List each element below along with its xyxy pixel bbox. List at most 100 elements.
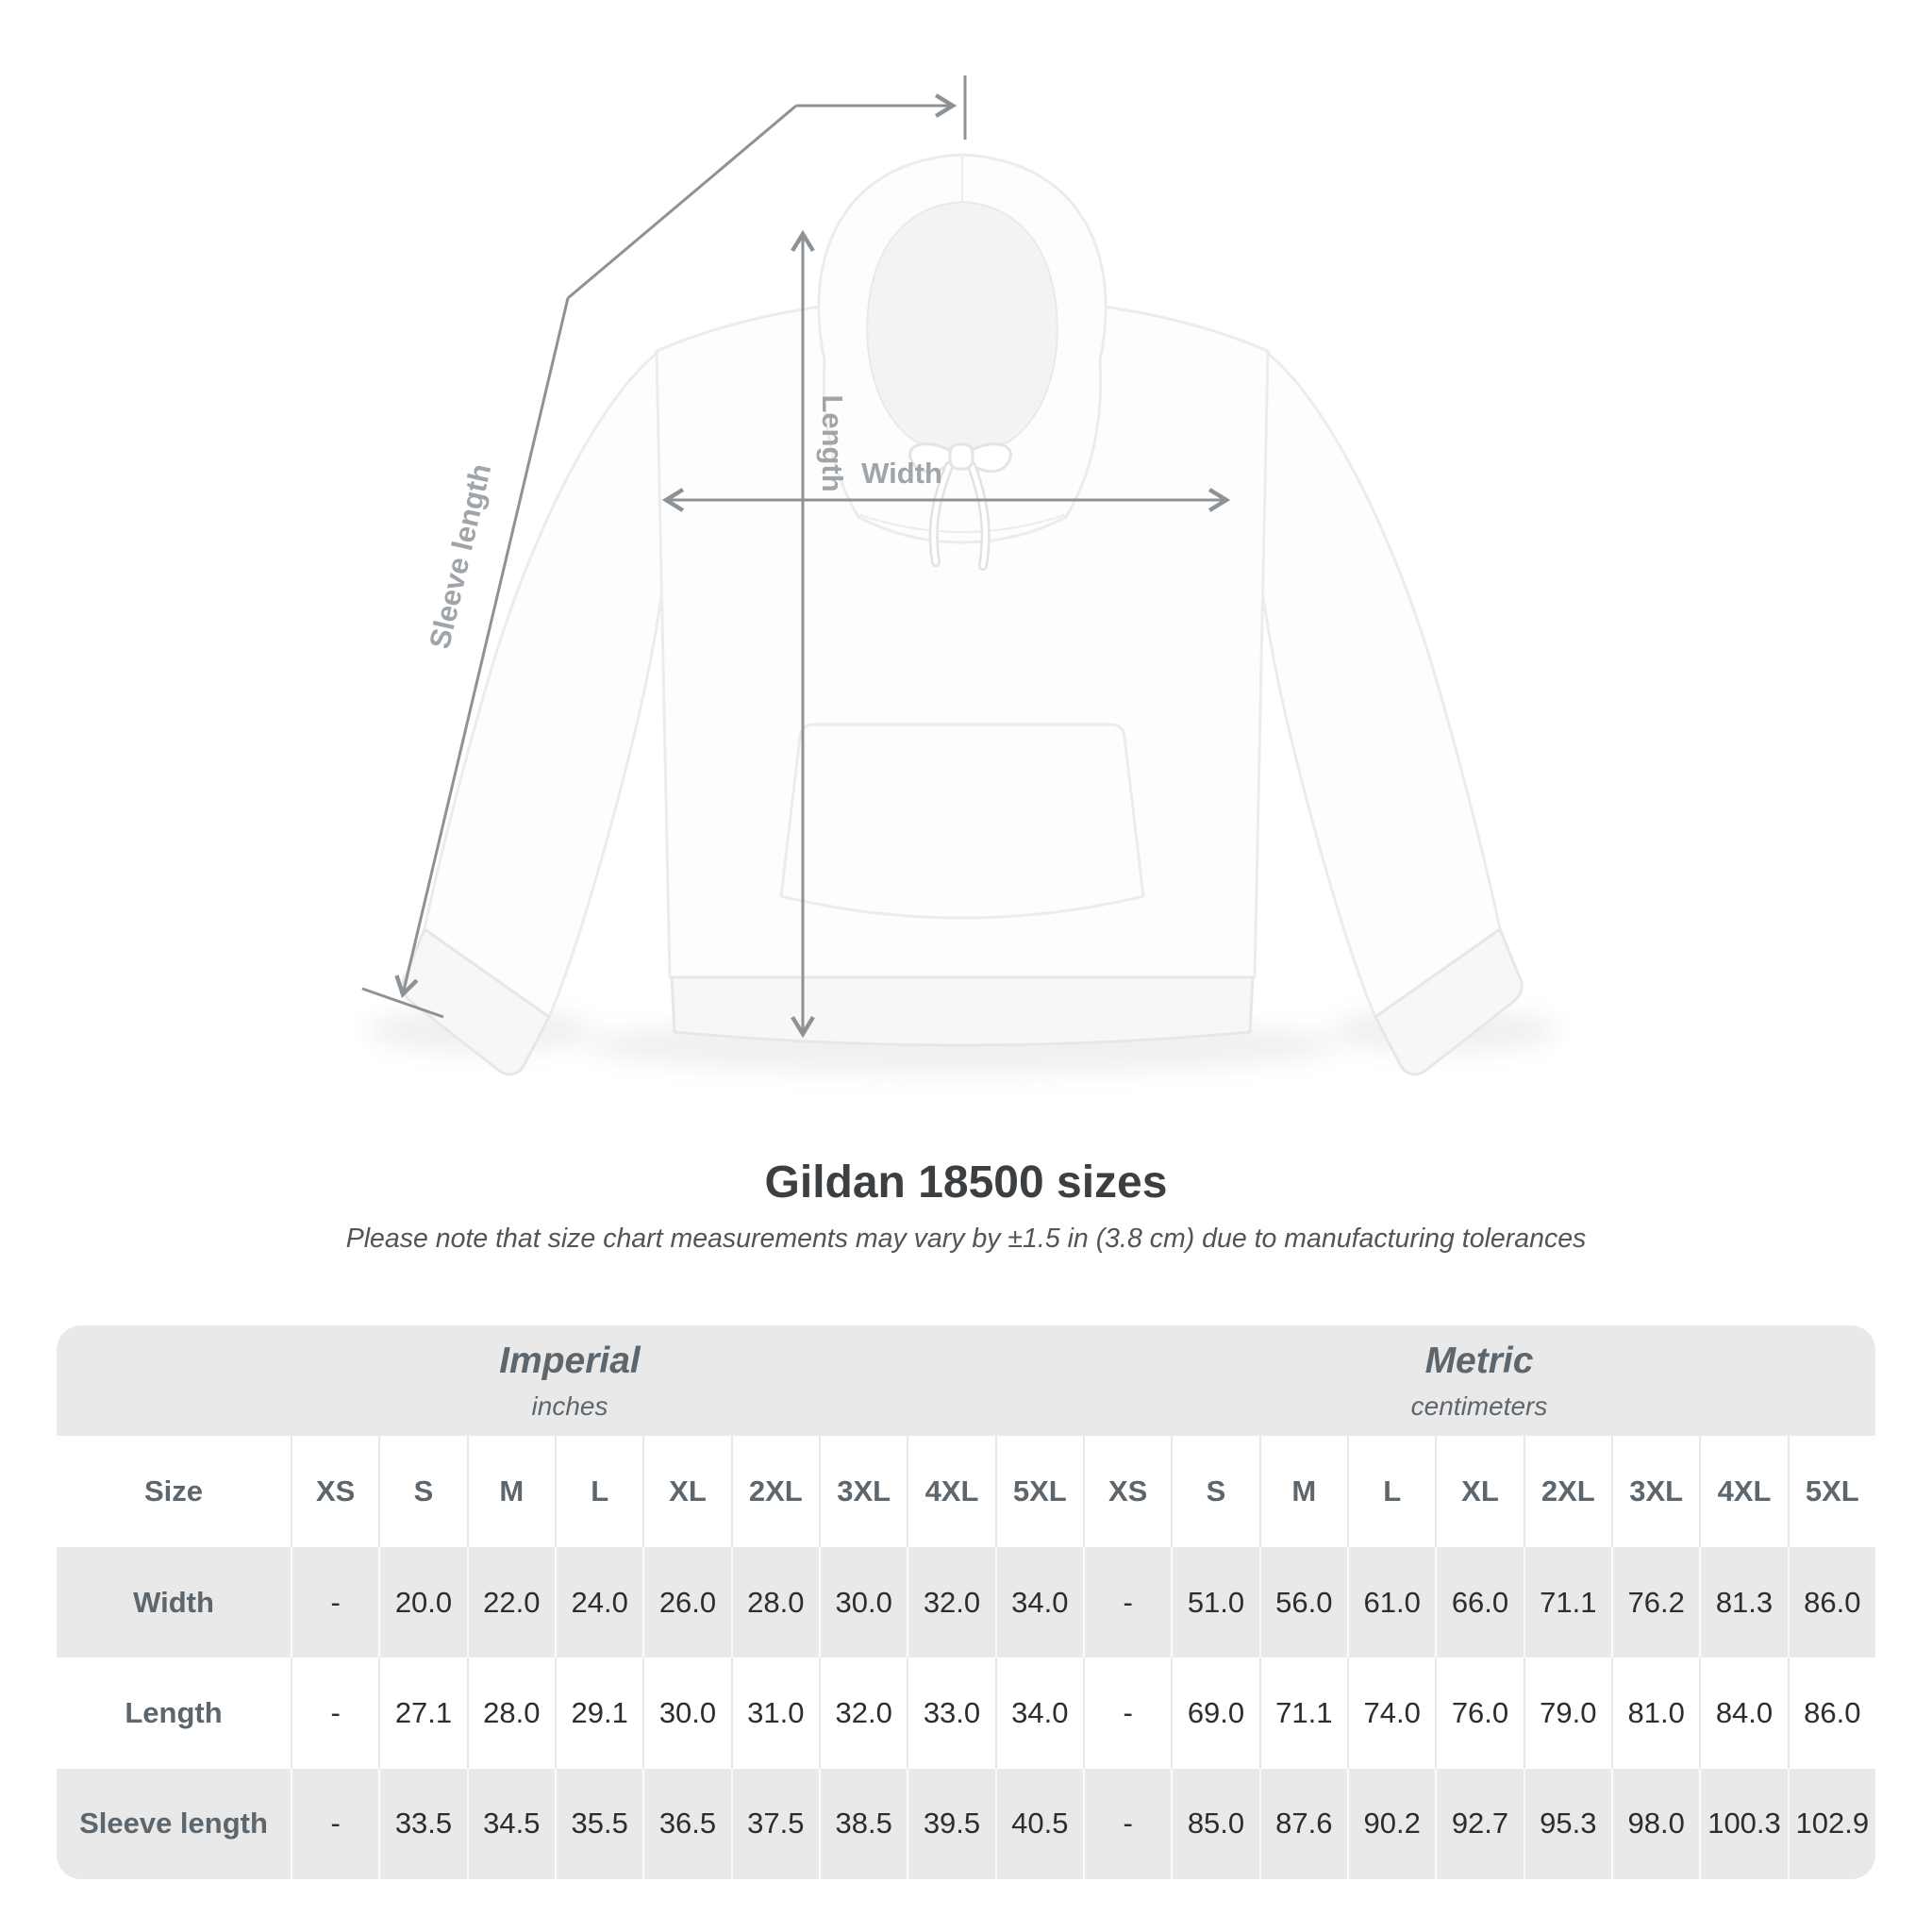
size-header-XL-metric: XL (1435, 1436, 1523, 1547)
size-header-XS-metric: XS (1083, 1436, 1171, 1547)
value-metric-S: 51.0 (1171, 1546, 1258, 1658)
value-metric-2XL: 71.1 (1523, 1546, 1611, 1658)
neckline-seam (859, 514, 1065, 533)
value-metric-S: 85.0 (1171, 1768, 1258, 1879)
right-sleeve (1249, 347, 1502, 1019)
value-metric-3XL: 76.2 (1611, 1546, 1699, 1658)
value-imperial-XS: - (291, 1546, 378, 1658)
size-header-L-imperial: L (555, 1436, 642, 1547)
value-imperial-2XL: 31.0 (730, 1657, 819, 1769)
value-imperial-XS: - (291, 1657, 378, 1769)
size-header-2XL-imperial: 2XL (730, 1436, 819, 1547)
size-header-L-metric: L (1347, 1436, 1435, 1547)
row-label: Sleeve length (79, 1807, 268, 1840)
value-metric-XL: 76.0 (1435, 1657, 1523, 1769)
hood-opening (866, 200, 1058, 451)
value-imperial-5XL: 34.0 (994, 1657, 1083, 1769)
size-header-S-metric: S (1171, 1436, 1258, 1547)
measurement-row-width: Width -20.0 22.0 24.0 26.0 28.0 30.0 32.0 34.0-5… (57, 1546, 1875, 1658)
size-header-2XL-metric: 2XL (1523, 1436, 1611, 1547)
value-metric-5XL: 86.0 (1787, 1546, 1875, 1658)
tolerance-note: Please note that size chart measurements… (345, 1224, 1587, 1254)
length-label: Length (816, 394, 849, 491)
size-header-4XL-metric: 4XL (1699, 1436, 1787, 1547)
size-header-S-imperial: S (378, 1436, 466, 1547)
size-header-XL-imperial: XL (642, 1436, 730, 1547)
value-metric-4XL: 100.3 (1699, 1768, 1787, 1879)
value-metric-L: 90.2 (1347, 1768, 1435, 1879)
size-chart-table: Imperial inches Metric centimeters Size XS S M L… (57, 1325, 1875, 1879)
value-imperial-2XL: 37.5 (730, 1768, 819, 1879)
value-imperial-S: 33.5 (378, 1768, 466, 1879)
value-metric-XL: 92.7 (1435, 1768, 1523, 1879)
size-header-3XL-imperial: 3XL (819, 1436, 907, 1547)
value-metric-5XL: 86.0 (1787, 1657, 1875, 1769)
value-metric-XS: - (1083, 1768, 1171, 1879)
value-imperial-5XL: 34.0 (994, 1546, 1083, 1658)
size-header-4XL-imperial: 4XL (907, 1436, 994, 1547)
width-measurement: Width (661, 457, 1231, 512)
value-imperial-M: 34.5 (466, 1768, 555, 1879)
value-imperial-5XL: 40.5 (994, 1768, 1083, 1879)
measurement-row-sleeve-length: Sleeve length -33.5 34.5 35.5 36.5 37.5 38.5 39… (57, 1768, 1875, 1879)
value-imperial-L: 29.1 (555, 1657, 642, 1769)
value-imperial-XL: 36.5 (642, 1768, 730, 1879)
unit-group-name: Imperial (499, 1340, 641, 1381)
width-label: Width (861, 457, 942, 490)
drawstring-knot (948, 442, 974, 471)
size-header-5XL-metric: 5XL (1787, 1436, 1875, 1547)
value-imperial-3XL: 38.5 (819, 1768, 907, 1879)
value-imperial-M: 22.0 (466, 1546, 555, 1658)
unit-band-row: Imperial inches Metric centimeters (57, 1325, 1875, 1437)
size-header-M-metric: M (1258, 1436, 1347, 1547)
value-metric-M: 56.0 (1258, 1546, 1347, 1658)
value-imperial-S: 20.0 (378, 1546, 466, 1658)
value-imperial-4XL: 32.0 (907, 1546, 994, 1658)
sleeve-bottom-tick (361, 987, 444, 1019)
left-sleeve (423, 347, 675, 1019)
hem-band (670, 975, 1255, 1047)
value-imperial-L: 35.5 (555, 1768, 642, 1879)
value-imperial-XL: 30.0 (642, 1657, 730, 1769)
unit-group-imperial: Imperial inches (57, 1325, 1083, 1436)
measurement-row-length: Length -27.1 28.0 29.1 30.0 31.0 32.0 33.0 34.0-… (57, 1657, 1875, 1769)
size-column-header: Size (143, 1474, 204, 1508)
sleeve-length-label: Sleeve length (423, 460, 497, 652)
value-metric-S: 69.0 (1171, 1657, 1258, 1769)
value-metric-4XL: 81.3 (1699, 1546, 1787, 1658)
value-metric-2XL: 95.3 (1523, 1768, 1611, 1879)
value-imperial-4XL: 39.5 (907, 1768, 994, 1879)
value-imperial-XS: - (291, 1768, 378, 1879)
value-metric-L: 74.0 (1347, 1657, 1435, 1769)
unit-group-unit: centimeters (1410, 1391, 1548, 1421)
value-metric-4XL: 84.0 (1699, 1657, 1787, 1769)
unit-group-name: Metric (1424, 1340, 1534, 1381)
size-header-XS-imperial: XS (291, 1436, 378, 1547)
unit-group-unit: inches (531, 1391, 608, 1421)
size-header-3XL-metric: 3XL (1611, 1436, 1699, 1547)
sleeve-lower-diagonal-arrow (394, 297, 570, 999)
value-imperial-2XL: 28.0 (730, 1546, 819, 1658)
value-metric-XS: - (1083, 1657, 1171, 1769)
value-imperial-4XL: 33.0 (907, 1657, 994, 1769)
size-header-M-imperial: M (466, 1436, 555, 1547)
value-imperial-XL: 26.0 (642, 1546, 730, 1658)
right-cuff (1374, 927, 1524, 1076)
length-measurement: Length (791, 229, 849, 1039)
value-metric-3XL: 98.0 (1611, 1768, 1699, 1879)
hoodie-illustration (368, 153, 1557, 1076)
row-label: Length (125, 1695, 223, 1729)
value-metric-XS: - (1083, 1546, 1171, 1658)
value-imperial-3XL: 30.0 (819, 1546, 907, 1658)
sleeve-upper-diagonal (567, 104, 797, 300)
unit-group-metric: Metric centimeters (1083, 1325, 1875, 1436)
hoodie-size-diagram: Width Length Sleeve length (361, 75, 1557, 1076)
value-imperial-S: 27.1 (378, 1657, 466, 1769)
value-metric-2XL: 79.0 (1523, 1657, 1611, 1769)
drawstring-right-cord-highlight (969, 463, 989, 569)
value-imperial-L: 24.0 (555, 1546, 642, 1658)
size-header-5XL-imperial: 5XL (994, 1436, 1083, 1547)
value-metric-M: 71.1 (1258, 1657, 1347, 1769)
page-title: Gildan 18500 sizes (764, 1158, 1168, 1208)
